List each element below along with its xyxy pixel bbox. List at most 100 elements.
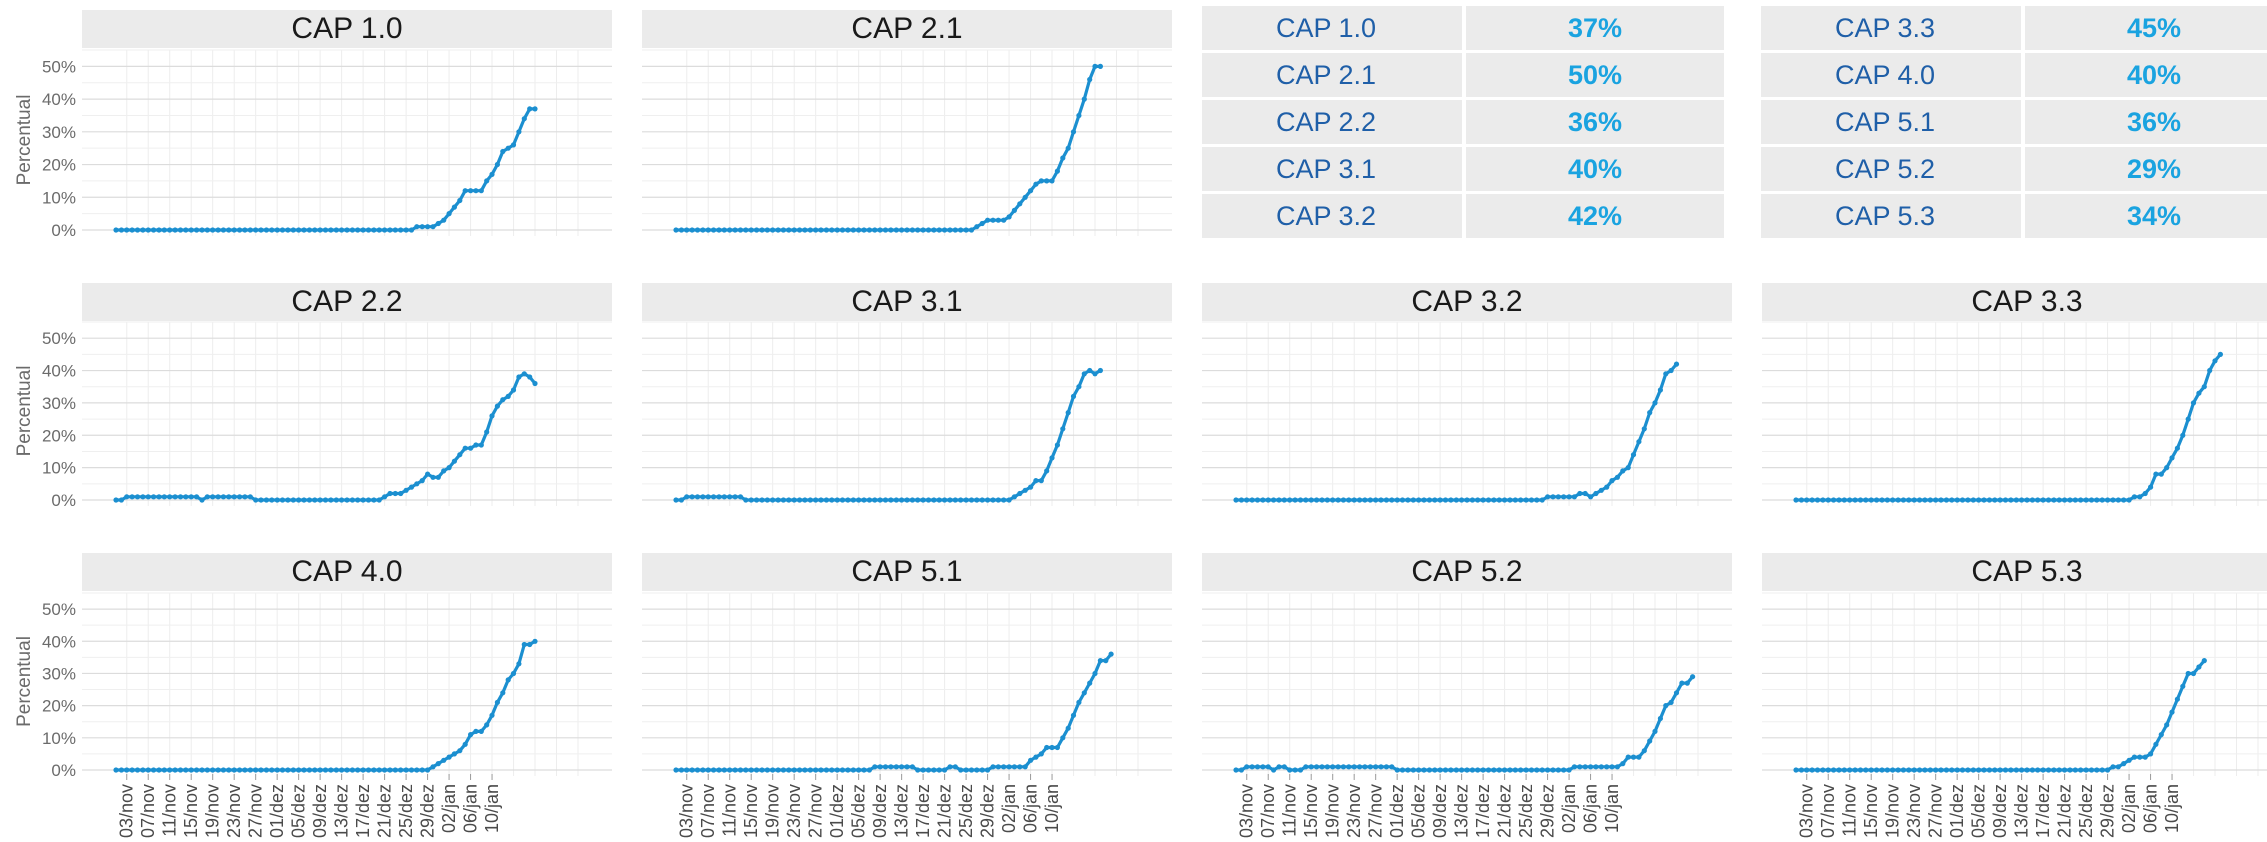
data-point [414,481,420,487]
data-point [872,497,878,503]
data-point [408,767,415,773]
data-point [129,227,135,233]
data-point [786,767,792,773]
data-point [856,767,862,773]
data-point [1044,178,1050,184]
y-tick-label: 30% [42,123,76,142]
data-point [1351,497,1357,503]
data-point [156,767,162,773]
data-point [1464,767,1470,773]
data-point [1831,497,1837,503]
data-point [151,227,157,233]
data-point [177,494,184,500]
data-point [2083,497,2089,503]
data-point [1087,367,1093,374]
data-point [936,497,942,503]
y-axis-label: Percentual [14,636,35,727]
data-point [995,497,1001,503]
data-point [226,767,232,773]
data-point [333,497,339,503]
data-point [700,494,706,500]
x-tick-label: 11/nov [1280,784,1300,837]
data-point [425,471,431,477]
data-point [478,728,484,735]
data-point [1630,754,1637,760]
data-point [2078,497,2084,503]
data-point [344,497,350,503]
data-point [1534,497,1540,503]
data-point [532,638,538,644]
y-tick-label: 0% [51,491,76,510]
data-point [2126,497,2132,503]
data-point [177,767,184,773]
data-point [1577,490,1583,497]
data-point [1076,699,1082,706]
data-point [134,767,141,773]
data-point [322,497,329,503]
data-point [2190,670,2197,677]
data-point [1555,494,1561,500]
data-point [947,497,953,503]
data-point [1070,129,1077,135]
table-cap-value: 45% [2025,6,2267,50]
data-point [172,494,178,500]
data-point [1550,494,1556,500]
y-tick-label: 40% [42,362,76,381]
data-point [1017,490,1023,497]
data-point [279,767,286,773]
data-point [1303,764,1309,770]
x-tick-label: 03/nov [1237,784,1257,838]
data-point [754,497,760,503]
y-tick-label: 50% [42,600,76,619]
x-tick-label: 27/nov [1926,784,1946,838]
data-point [124,494,130,500]
data-point [754,767,760,773]
data-point [2158,732,2164,738]
data-point [861,227,867,233]
data-point [813,497,819,503]
data-point [1841,497,1847,503]
data-point [285,227,291,233]
data-point [1604,484,1610,490]
x-tick-label: 07/nov [1258,784,1278,838]
data-point [1265,764,1271,770]
data-point [301,227,307,233]
x-tick-label: 17/dez [353,784,373,838]
panel-title: CAP 4.0 [291,555,402,588]
data-point [296,767,302,773]
data-point [468,732,474,738]
data-point [1271,767,1277,773]
x-tick-label: 05/dez [1409,784,1429,838]
x-tick-label: 07/nov [1818,784,1838,838]
data-point [1001,217,1007,223]
x-tick-label: 06/jan [1581,784,1601,833]
data-point [1405,497,1411,503]
data-point [1480,497,1486,503]
data-point [979,767,985,773]
data-point [807,227,813,233]
data-point [2169,709,2175,715]
data-point [1097,367,1103,374]
data-point [1340,764,1346,770]
x-tick-label: 03/nov [117,784,137,838]
data-point [1244,497,1250,503]
x-tick-label: 15/nov [741,784,761,838]
data-point [328,497,334,503]
data-point [253,767,259,773]
data-point [813,227,819,233]
data-point [1276,764,1282,770]
data-point [344,227,350,233]
data-point [915,227,921,233]
data-point [510,670,517,677]
data-point [1857,767,1864,773]
data-point [716,494,722,500]
data-point [899,227,905,233]
data-point [317,497,323,503]
data-point [274,497,280,503]
data-point [188,494,194,500]
data-point [974,767,980,773]
data-point [194,494,200,500]
data-point [1049,744,1055,751]
data-point [247,227,253,233]
data-point [893,497,899,503]
